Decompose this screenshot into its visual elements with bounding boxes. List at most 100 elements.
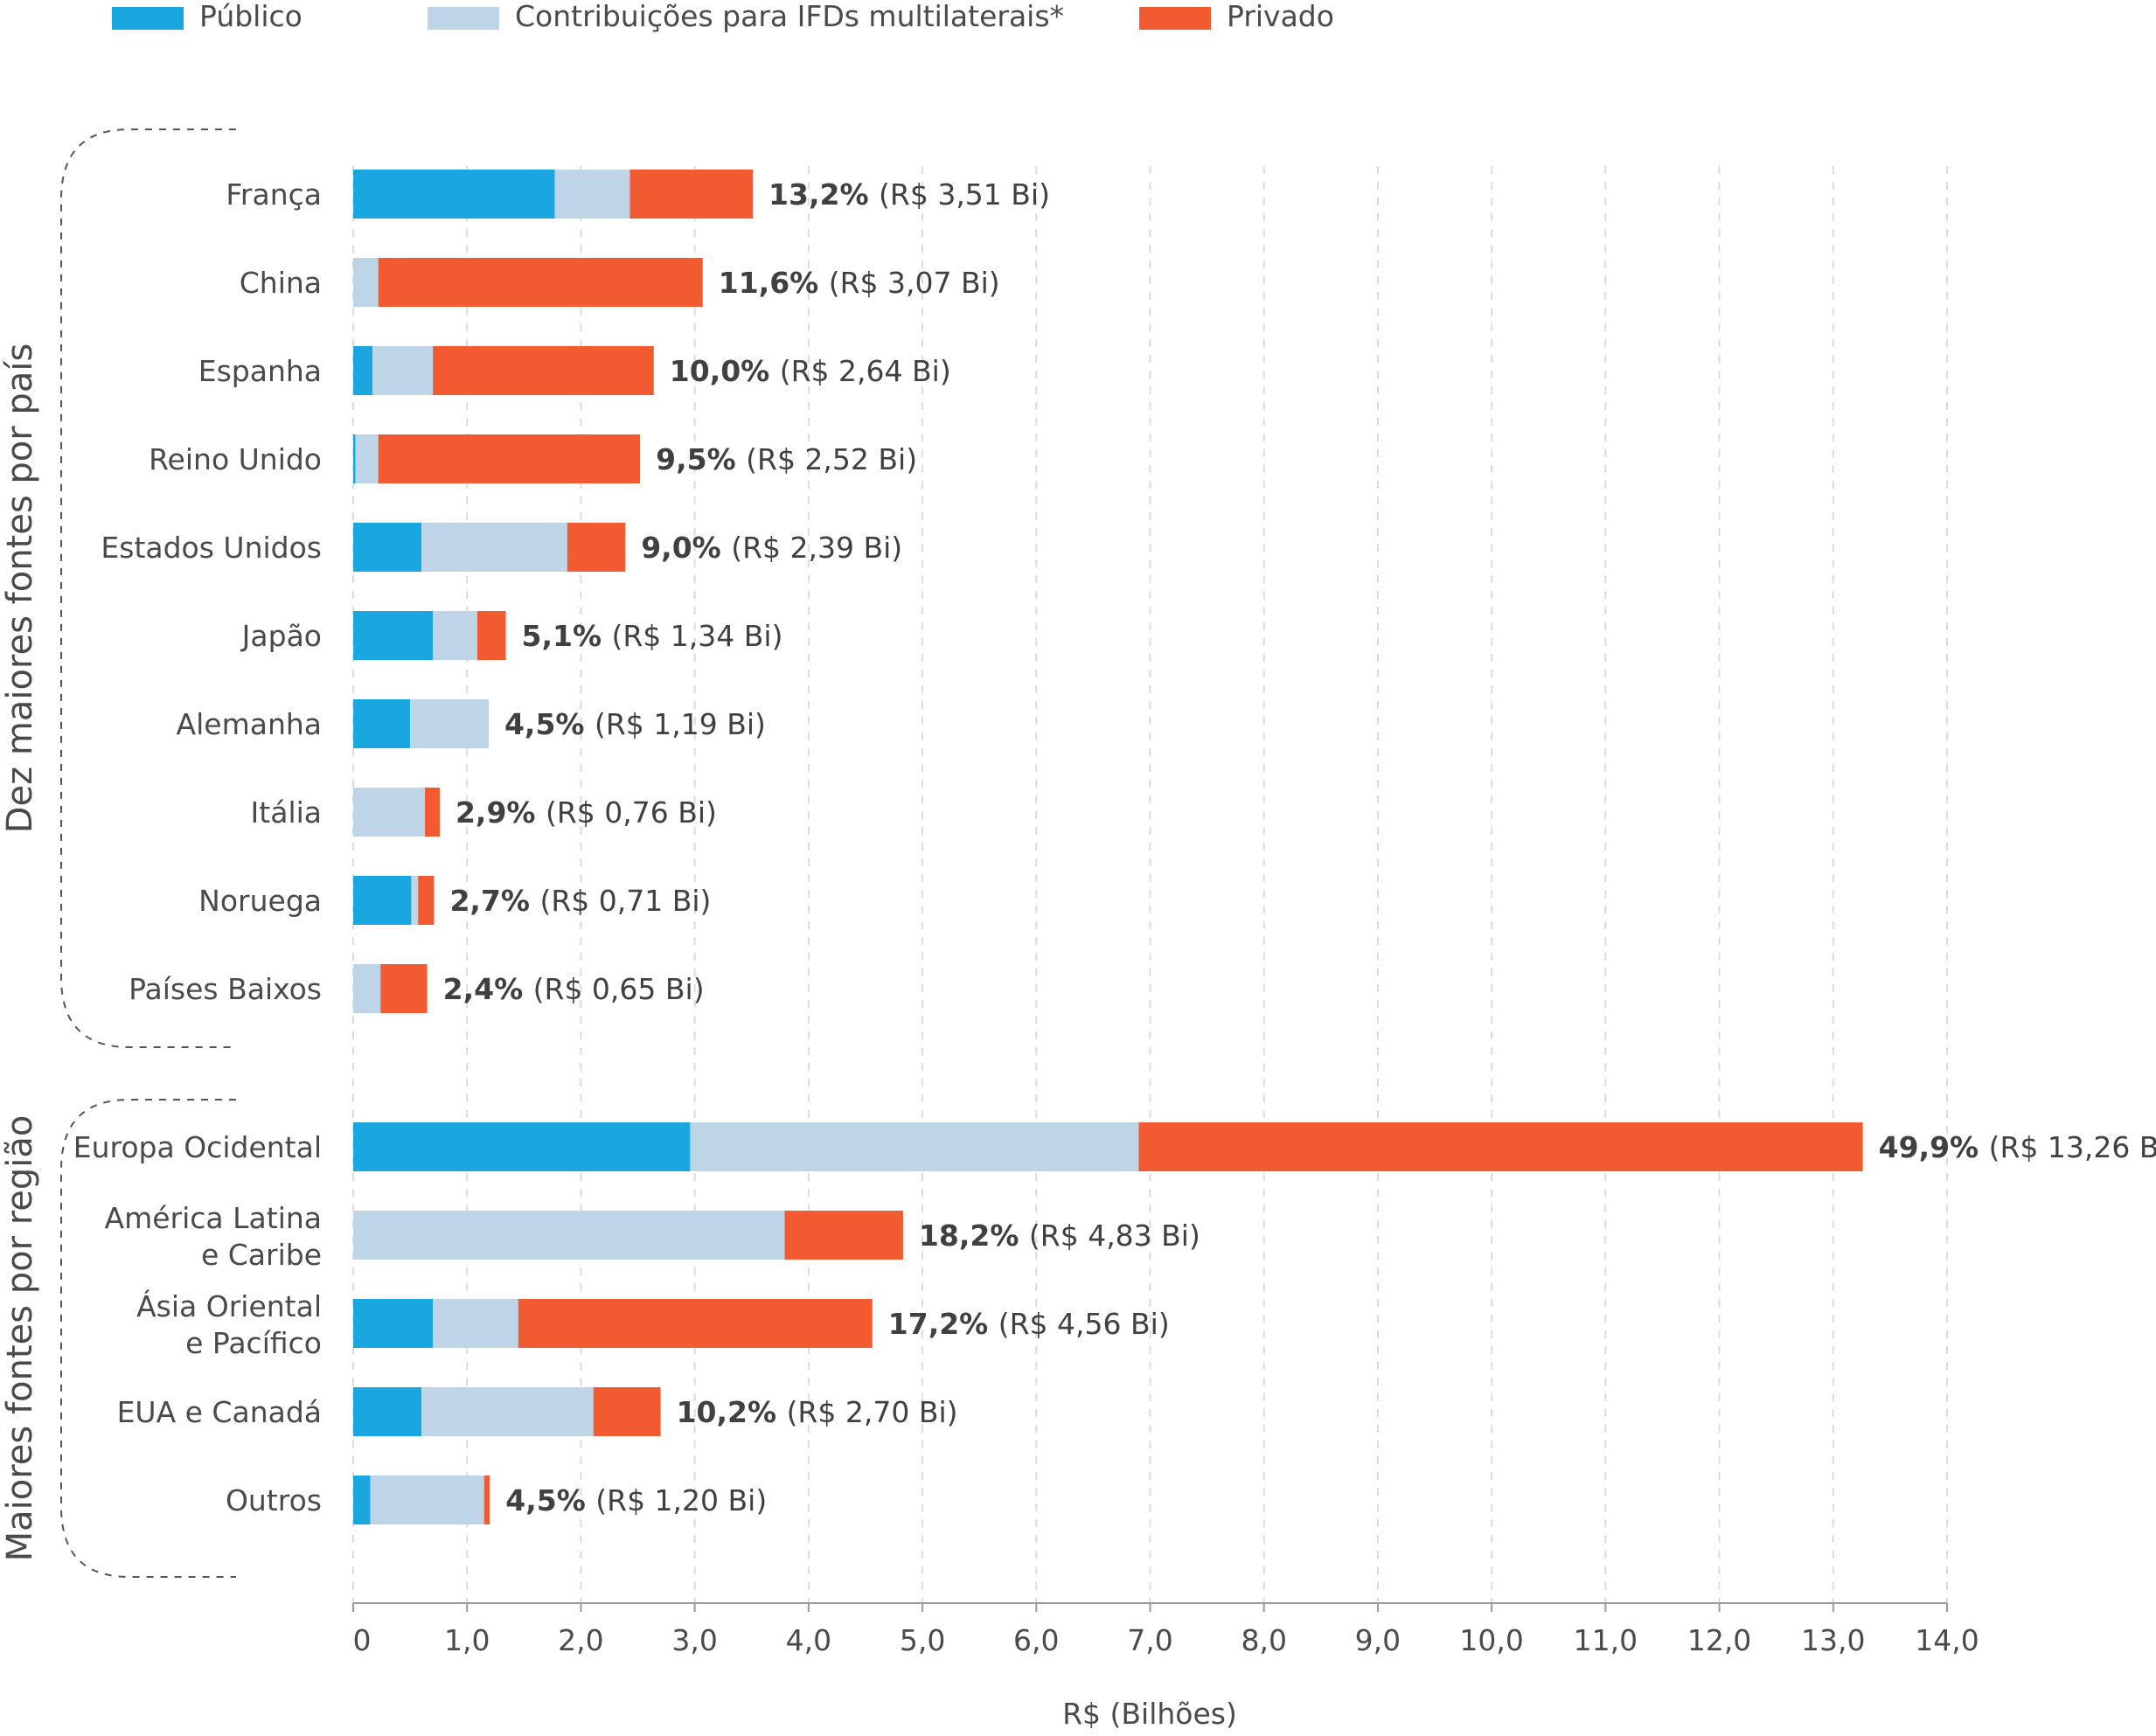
bar-privado xyxy=(784,1211,903,1260)
bar-ifd xyxy=(370,1476,484,1524)
bar-ifd xyxy=(353,258,379,307)
data-label-percent: 4,5% xyxy=(504,707,595,741)
bars: França 13,2% (R$ 3,51 Bi) China 11,6% (R$ 3… xyxy=(73,170,2156,1524)
x-tick-label: 11,0 xyxy=(1574,1623,1638,1657)
data-label: 2,9% (R$ 0,76 Bi) xyxy=(456,795,717,830)
data-label-percent: 18,2% xyxy=(919,1219,1029,1253)
data-label: 49,9% (R$ 13,26 Bi) xyxy=(1879,1130,2156,1164)
data-label-amount: (R$ 1,34 Bi) xyxy=(612,619,783,653)
data-label-amount: (R$ 4,83 Bi) xyxy=(1029,1219,1200,1253)
x-tick-label: 7,0 xyxy=(1127,1623,1172,1657)
x-tick-label: 5,0 xyxy=(900,1623,945,1657)
legend-swatch xyxy=(1139,7,1211,30)
data-label-amount: (R$ 1,19 Bi) xyxy=(595,707,766,741)
category-label: Espanha xyxy=(198,354,322,388)
legend-label: Privado xyxy=(1227,0,1334,33)
data-label: 9,5% (R$ 2,52 Bi) xyxy=(656,442,917,476)
data-label-amount: (R$ 2,39 Bi) xyxy=(731,531,902,565)
data-label-percent: 11,6% xyxy=(719,266,829,300)
bar-ifd xyxy=(433,611,477,660)
category-label: América Latina xyxy=(105,1201,322,1235)
bar-publico xyxy=(353,1476,371,1524)
data-label-amount: (R$ 0,76 Bi) xyxy=(546,795,717,830)
x-tick-label: 14,0 xyxy=(1915,1623,1979,1657)
x-tick-label: 13,0 xyxy=(1801,1623,1865,1657)
data-label-amount: (R$ 0,71 Bi) xyxy=(539,884,711,918)
x-tick-label: 6,0 xyxy=(1013,1623,1059,1657)
category-label: Europa Ocidental xyxy=(73,1130,322,1164)
data-label-amount: (R$ 2,70 Bi) xyxy=(787,1395,958,1429)
x-tick-label: 8,0 xyxy=(1241,1623,1286,1657)
data-label-percent: 13,2% xyxy=(769,177,879,212)
data-label-amount: (R$ 4,56 Bi) xyxy=(998,1307,1170,1341)
bar-ifd xyxy=(355,434,379,483)
legend: Público Contribuições para IFDs multilate… xyxy=(112,0,1334,33)
x-tick-label: 10,0 xyxy=(1459,1623,1523,1657)
bar-ifd xyxy=(433,1299,518,1348)
bar-ifd xyxy=(554,170,630,219)
category-label: EUA e Canadá xyxy=(117,1395,322,1429)
category-label: e Pacífico xyxy=(185,1326,322,1360)
data-label: 17,2% (R$ 4,56 Bi) xyxy=(888,1307,1170,1341)
x-axis-label: R$ (Bilhões) xyxy=(1062,1697,1237,1731)
category-label: Alemanha xyxy=(177,707,322,741)
data-label: 2,7% (R$ 0,71 Bi) xyxy=(449,884,711,918)
category-label: França xyxy=(226,177,322,212)
data-label: 11,6% (R$ 3,07 Bi) xyxy=(719,266,1000,300)
group-brackets: Dez maiores fontes por país Maiores fonte… xyxy=(0,128,236,1578)
data-label-amount: (R$ 13,26 Bi) xyxy=(1989,1130,2156,1164)
data-label-percent: 4,5% xyxy=(505,1483,595,1517)
category-label: Países Baixos xyxy=(129,972,322,1006)
bar-ifd xyxy=(353,1211,785,1260)
bar-publico xyxy=(353,699,411,748)
data-label-amount: (R$ 0,65 Bi) xyxy=(533,972,705,1006)
legend-swatch xyxy=(428,7,499,30)
x-tick-label: 9,0 xyxy=(1355,1623,1401,1657)
bar-ifd xyxy=(411,876,419,925)
category-label: Ásia Oriental xyxy=(136,1288,322,1323)
bar-privado xyxy=(380,964,428,1013)
legend-label: Público xyxy=(199,0,303,33)
group-label: Dez maiores fontes por país xyxy=(0,344,40,834)
group-bracket xyxy=(60,1099,236,1578)
bar-privado xyxy=(476,611,506,660)
data-label: 18,2% (R$ 4,83 Bi) xyxy=(919,1219,1200,1253)
category-label: Japão xyxy=(240,619,322,653)
category-label: Outros xyxy=(226,1483,322,1517)
data-label-amount: (R$ 3,51 Bi) xyxy=(879,177,1050,212)
x-tick-label: 3,0 xyxy=(671,1623,717,1657)
category-label: Reino Unido xyxy=(149,442,322,476)
bar-publico xyxy=(353,1387,422,1436)
data-label-percent: 17,2% xyxy=(888,1307,998,1341)
bar-ifd xyxy=(421,523,567,572)
data-label-percent: 9,5% xyxy=(656,442,746,476)
data-label: 10,2% (R$ 2,70 Bi) xyxy=(677,1395,958,1429)
bar-publico xyxy=(353,611,434,660)
gridlines xyxy=(352,166,1948,1603)
bar-ifd xyxy=(690,1122,1139,1171)
bar-ifd xyxy=(410,699,489,748)
data-label-percent: 49,9% xyxy=(1879,1130,1989,1164)
category-label: e Caribe xyxy=(201,1238,322,1272)
bar-publico xyxy=(353,346,373,395)
data-label: 13,2% (R$ 3,51 Bi) xyxy=(769,177,1050,212)
bar-privado xyxy=(629,170,754,219)
data-label-percent: 2,4% xyxy=(443,972,533,1006)
bar-privado xyxy=(433,346,654,395)
x-tick-label: 2,0 xyxy=(558,1623,603,1657)
bar-publico xyxy=(353,1122,691,1171)
x-tick-label: 1,0 xyxy=(444,1623,490,1657)
category-label: Noruega xyxy=(198,884,322,918)
group-bracket xyxy=(60,128,236,1048)
data-label-percent: 10,2% xyxy=(677,1395,787,1429)
data-label-amount: (R$ 2,52 Bi) xyxy=(746,442,917,476)
data-label: 10,0% (R$ 2,64 Bi) xyxy=(670,354,951,388)
bar-ifd xyxy=(353,964,381,1013)
data-label-percent: 9,0% xyxy=(641,531,731,565)
legend-label: Contribuições para IFDs multilaterais* xyxy=(515,0,1064,33)
category-label: Itália xyxy=(251,795,322,830)
group-label: Maiores fontes por região xyxy=(0,1115,40,1562)
bar-privado xyxy=(567,523,626,572)
data-label: 5,1% (R$ 1,34 Bi) xyxy=(521,619,782,653)
